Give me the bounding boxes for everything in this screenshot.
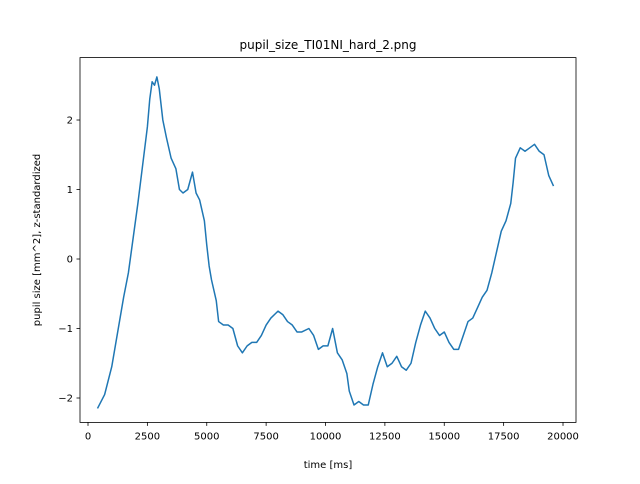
x-tick-label: 10000 — [310, 431, 342, 442]
y-tick-label: 0 — [67, 255, 73, 266]
x-tick-label: 2500 — [135, 431, 160, 442]
y-tick-label: −1 — [58, 324, 73, 335]
x-tick-label: 15000 — [428, 431, 460, 442]
x-tick-label: 20000 — [547, 431, 579, 442]
x-tick-label: 7500 — [253, 431, 278, 442]
chart-title: pupil_size_TI01NI_hard_2.png — [239, 38, 416, 52]
x-axis-label: time [ms] — [304, 460, 353, 471]
y-tick-label: 2 — [67, 116, 73, 127]
x-tick-label: 17500 — [488, 431, 520, 442]
plot-frame — [79, 57, 577, 423]
y-tick-label: 1 — [67, 185, 73, 196]
data-line — [96, 76, 555, 409]
y-axis-label: pupil size [mm^2], z-standardized — [32, 154, 43, 326]
y-tick-label: −2 — [58, 394, 73, 405]
x-tick-label: 5000 — [194, 431, 219, 442]
x-tick-label: 0 — [85, 431, 91, 442]
x-tick-label: 12500 — [369, 431, 401, 442]
